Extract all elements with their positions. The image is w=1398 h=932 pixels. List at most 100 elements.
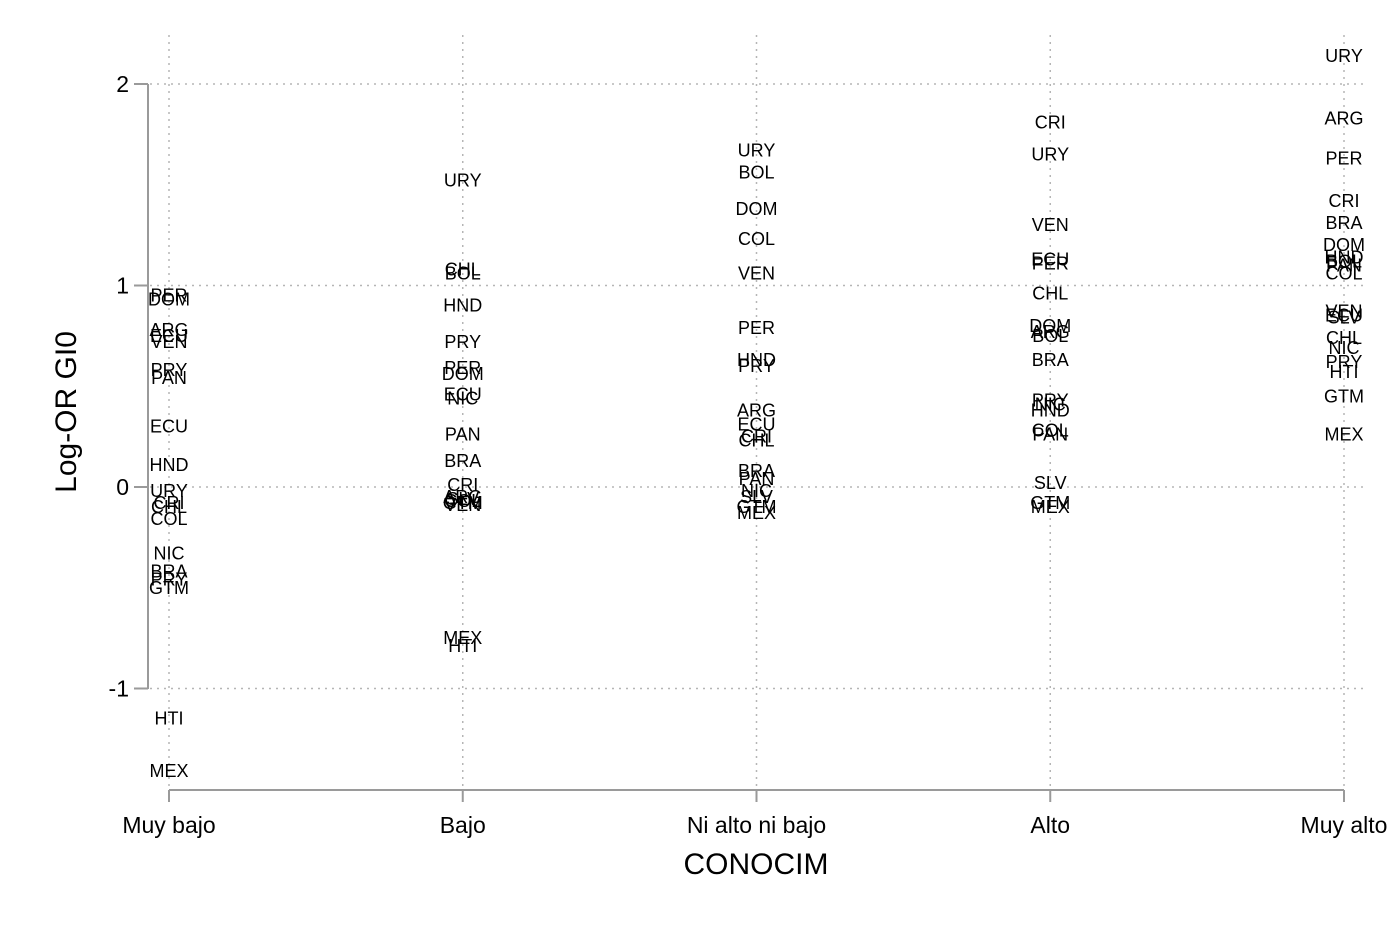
point-gtm: GTM (149, 578, 189, 598)
point-chl: CHL (151, 497, 187, 517)
point-col: COL (444, 491, 481, 511)
point-cri: CRI (741, 427, 772, 447)
y-tick-label: -1 (109, 676, 129, 702)
point-cri: CRI (154, 493, 185, 513)
point-ecu: ECU (150, 417, 188, 437)
point-per: PER (1032, 253, 1069, 273)
point-pry: PRY (444, 332, 481, 352)
point-nic: NIC (1329, 338, 1360, 358)
x-tick-label-ni-alto-ni-bajo: Ni alto ni bajo (687, 812, 826, 838)
point-arg: ARG (149, 320, 188, 340)
point-bra: BRA (444, 451, 481, 471)
point-bol: BOL (738, 163, 774, 183)
point-ecu: ECU (737, 415, 775, 435)
x-tick-label-bajo: Bajo (440, 812, 486, 838)
point-arg: ARG (737, 400, 776, 420)
point-nic: NIC (447, 388, 478, 408)
point-chl: CHL (1032, 284, 1068, 304)
point-ecu: ECU (150, 326, 188, 346)
point-ven: VEN (738, 263, 775, 283)
point-dom: DOM (1029, 316, 1071, 336)
y-tick-label: 2 (116, 71, 129, 97)
point-mex: MEX (1324, 425, 1363, 445)
point-bra: BRA (1032, 350, 1069, 370)
point-pan: PAN (445, 425, 481, 445)
x-tick-label-alto: Alto (1030, 812, 1070, 838)
point-pan: PAN (1326, 255, 1362, 275)
point-col: COL (150, 509, 187, 529)
point-ury: URY (444, 171, 482, 191)
point-col: COL (1032, 421, 1069, 441)
point-ecu: ECU (1031, 249, 1069, 269)
point-ecu: ECU (1325, 306, 1363, 326)
point-dom: DOM (148, 290, 190, 310)
y-axis-title: Log-OR GI0 (50, 331, 83, 493)
point-slv: SLV (1034, 473, 1067, 493)
point-hnd: HND (1325, 247, 1364, 267)
point-gtm: GTM (737, 497, 777, 517)
point-gtm: GTM (1324, 386, 1364, 406)
point-dom: DOM (442, 364, 484, 384)
point-arg: ARG (443, 487, 482, 507)
y-tick-label: 1 (116, 273, 129, 299)
point-per: PER (150, 286, 187, 306)
point-mex: MEX (1031, 497, 1070, 517)
point-ury: URY (1325, 46, 1363, 66)
point-per: PER (738, 318, 775, 338)
point-chl: CHL (1326, 328, 1362, 348)
point-pan: PAN (1032, 425, 1068, 445)
point-pry: PRY (1032, 390, 1069, 410)
point-dom: DOM (736, 199, 778, 219)
point-col: COL (1325, 263, 1362, 283)
point-ecu: ECU (444, 384, 482, 404)
point-mex: MEX (149, 761, 188, 781)
point-dom: DOM (1323, 235, 1365, 255)
point-nic: NIC (741, 481, 772, 501)
y-axis-ticks: 2 1 0 -1 (109, 71, 148, 702)
point-bra: BRA (738, 461, 775, 481)
point-bol: BOL (445, 263, 481, 283)
point-ury: URY (1031, 145, 1069, 165)
point-col: COL (738, 229, 775, 249)
point-ury: URY (150, 481, 188, 501)
point-per: PER (444, 358, 481, 378)
point-slv: SLV (446, 489, 479, 509)
point-mex: MEX (443, 628, 482, 648)
point-arg: ARG (1031, 322, 1070, 342)
point-arg: ARG (1324, 108, 1363, 128)
x-tick-label-muy-bajo: Muy bajo (122, 812, 215, 838)
point-ven: VEN (444, 495, 481, 515)
point-hti: HTI (1330, 362, 1359, 382)
point-ven: VEN (150, 332, 187, 352)
point-hnd: HND (150, 455, 189, 475)
point-pry: PRY (151, 360, 188, 380)
x-axis-title: CONOCIM (684, 848, 829, 881)
data-points: PERDOMARGECUVENPRYPANECUHNDURYCRICHLCOLN… (148, 46, 1365, 781)
x-tick-label-muy-alto: Muy alto (1301, 812, 1388, 838)
point-bra: BRA (150, 562, 187, 582)
point-cri: CRI (447, 475, 478, 495)
point-pry: PRY (738, 356, 775, 376)
point-ven: VEN (1032, 215, 1069, 235)
point-nic: NIC (1035, 394, 1066, 414)
point-hti: HTI (155, 709, 184, 729)
point-slv: SLV (740, 487, 773, 507)
point-cri: CRI (1035, 112, 1066, 132)
x-axis-ticks: Muy bajo Bajo Ni alto ni bajo Alto Muy alto (122, 790, 1387, 838)
point-bol: BOL (1326, 251, 1362, 271)
point-bra: BRA (1325, 213, 1362, 233)
point-nic: NIC (154, 543, 185, 563)
point-hnd: HND (1031, 400, 1070, 420)
point-pan: PAN (739, 469, 775, 489)
y-tick-label: 0 (116, 474, 129, 500)
point-ury: URY (738, 140, 776, 160)
point-bol: BOL (1032, 326, 1068, 346)
point-gtm: GTM (443, 493, 483, 513)
point-chl: CHL (738, 431, 774, 451)
point-chl: CHL (445, 259, 481, 279)
point-hti: HTI (448, 636, 477, 656)
point-hnd: HND (737, 350, 776, 370)
point-ven: VEN (1325, 302, 1362, 322)
point-mex: MEX (737, 503, 776, 523)
